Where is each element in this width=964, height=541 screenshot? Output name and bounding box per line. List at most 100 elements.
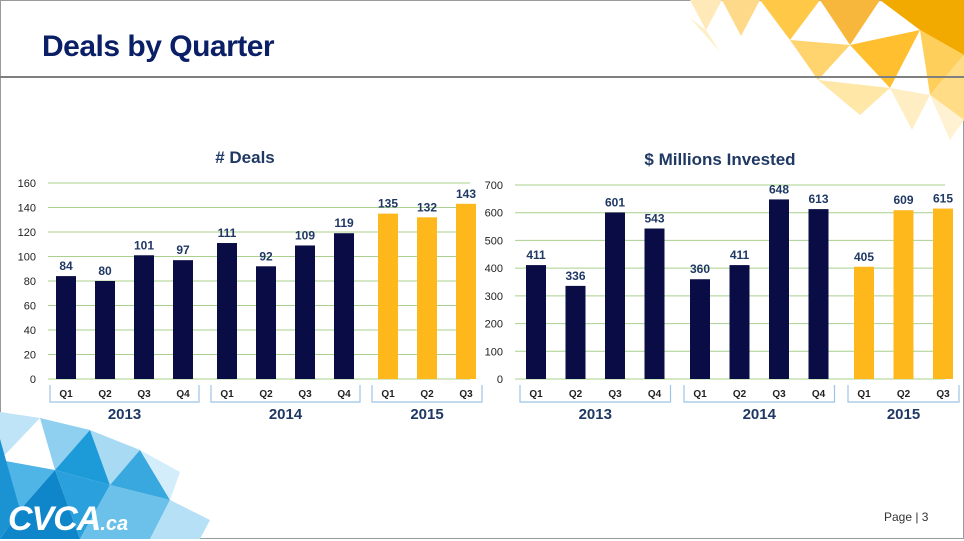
data-label: 143 (456, 187, 476, 201)
data-label: 613 (808, 192, 828, 206)
bar (217, 243, 237, 379)
bar (729, 265, 750, 379)
data-label: 543 (644, 212, 664, 226)
group-labels: 2013 2014 2015 (49, 385, 483, 423)
data-label: 360 (690, 262, 710, 276)
bars (526, 199, 953, 379)
bar (526, 265, 546, 379)
y-tick-label: 600 (485, 208, 503, 220)
category-label: Q1 (59, 389, 73, 400)
y-axis-ticks: 0 100 200 300 400 500 600 700 (485, 180, 503, 386)
data-label: 411 (526, 248, 546, 262)
blue-triangle-pattern (0, 412, 210, 539)
data-label: 405 (854, 250, 874, 264)
bar (134, 255, 154, 379)
category-label: Q4 (176, 389, 190, 400)
bar (893, 210, 914, 379)
bars (56, 203, 476, 379)
data-label: 97 (176, 243, 190, 257)
y-tick-label: 0 (497, 374, 503, 386)
bar (565, 285, 586, 379)
group-label: 2014 (743, 406, 777, 423)
group-bracket (49, 385, 200, 403)
bar (769, 199, 789, 379)
y-tick-label: 80 (24, 276, 36, 288)
category-label: Q2 (733, 389, 747, 400)
group-bracket (371, 385, 483, 403)
category-label: Q2 (259, 389, 273, 400)
bar (378, 213, 398, 379)
category-label: Q1 (529, 389, 543, 400)
y-tick-label: 700 (485, 180, 503, 192)
data-labels: 411 336 601 543 360 411 648 613 405 609 615 (526, 182, 953, 282)
category-label: Q4 (648, 389, 662, 400)
data-label: 84 (59, 259, 73, 273)
bar (173, 260, 193, 379)
data-label: 111 (218, 226, 237, 240)
category-label: Q1 (857, 389, 871, 400)
group-label: 2014 (269, 406, 303, 423)
bar (854, 266, 874, 379)
data-label: 101 (134, 238, 154, 252)
group-bracket (847, 385, 960, 403)
bar (56, 276, 76, 379)
y-tick-label: 40 (24, 325, 36, 337)
y-tick-label: 160 (18, 178, 36, 190)
chart-title: $ Millions Invested (644, 150, 795, 169)
category-label: Q1 (693, 389, 707, 400)
group-label: 2015 (887, 406, 920, 423)
group-label: 2013 (579, 406, 612, 423)
category-label: Q3 (137, 389, 151, 400)
data-label: 132 (417, 200, 437, 214)
category-label: Q2 (897, 389, 911, 400)
bar (417, 217, 437, 379)
y-tick-label: 60 (24, 301, 36, 313)
data-label: 609 (893, 193, 913, 207)
cvca-logo: CVCA.ca (8, 502, 128, 541)
y-tick-label: 100 (18, 252, 36, 264)
bar (456, 203, 476, 379)
page-number: Page | 3 (884, 510, 929, 524)
category-label: Q1 (220, 389, 234, 400)
data-labels: 84 80 101 97 111 92 109 119 135 132 143 (59, 187, 476, 278)
gold-triangle-pattern (690, 0, 964, 140)
data-label: 648 (769, 182, 789, 196)
y-tick-label: 100 (485, 346, 503, 358)
category-label: Q1 (381, 389, 395, 400)
chart-title: # Deals (215, 148, 275, 167)
data-label: 135 (378, 197, 398, 211)
group-bracket (683, 385, 836, 403)
bar (933, 208, 953, 379)
bar (605, 212, 625, 379)
data-label: 411 (730, 248, 750, 262)
bar (808, 209, 829, 379)
category-label: Q3 (772, 389, 786, 400)
bar (334, 233, 354, 379)
y-tick-label: 140 (18, 203, 36, 215)
group-label: 2013 (108, 406, 141, 423)
category-labels: Q1 Q2 Q3 Q4 Q1 Q2 Q3 Q4 Q1 Q2 Q3 (529, 389, 950, 400)
category-label: Q4 (337, 389, 351, 400)
group-bracket (519, 385, 672, 403)
y-tick-label: 0 (30, 374, 36, 386)
logo-text: CVCA (8, 500, 101, 538)
bar (295, 245, 315, 379)
category-label: Q3 (936, 389, 950, 400)
bar (95, 281, 115, 379)
y-tick-label: 300 (485, 291, 503, 303)
data-label: 615 (933, 192, 953, 206)
logo-suffix: .ca (100, 513, 129, 535)
group-label: 2015 (410, 406, 443, 423)
category-labels: Q1 Q2 Q3 Q4 Q1 Q2 Q3 Q4 Q1 Q2 Q3 (59, 389, 473, 400)
category-label: Q2 (420, 389, 434, 400)
category-label: Q3 (608, 389, 622, 400)
y-tick-label: 500 (485, 235, 503, 247)
data-label: 109 (295, 228, 315, 242)
y-tick-label: 400 (485, 263, 503, 275)
y-tick-label: 120 (18, 227, 36, 239)
category-label: Q2 (98, 389, 112, 400)
data-label: 601 (605, 195, 625, 209)
